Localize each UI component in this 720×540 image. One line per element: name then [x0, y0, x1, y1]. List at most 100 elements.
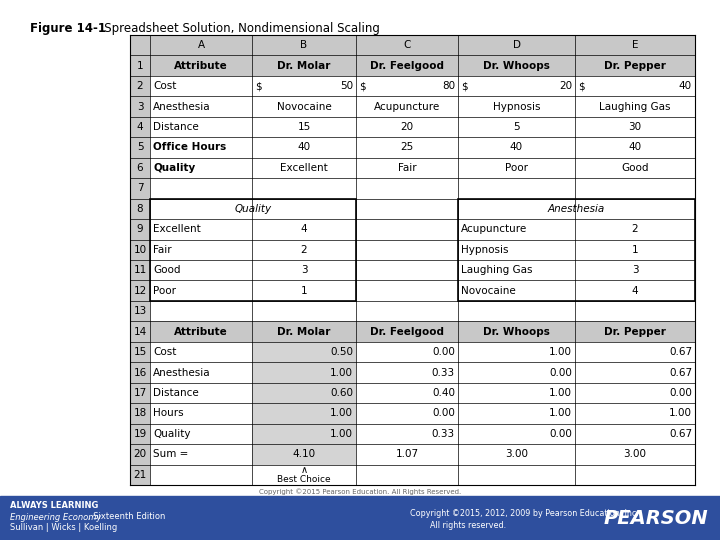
Text: , Sixteenth Edition: , Sixteenth Edition — [88, 512, 166, 522]
Text: 17: 17 — [133, 388, 147, 398]
Text: 12: 12 — [133, 286, 147, 296]
Text: Anesthesia: Anesthesia — [153, 102, 211, 112]
Bar — [130, 301, 150, 321]
Text: 0.00: 0.00 — [432, 408, 455, 418]
Bar — [130, 117, 150, 137]
Text: Distance: Distance — [153, 122, 199, 132]
Bar — [130, 137, 150, 158]
Text: 3: 3 — [301, 265, 307, 275]
Text: ∧: ∧ — [300, 465, 307, 475]
Text: 50: 50 — [340, 81, 353, 91]
Text: Dr. Whoops: Dr. Whoops — [483, 327, 550, 336]
Text: Excellent: Excellent — [153, 224, 201, 234]
Text: 1.00: 1.00 — [330, 429, 353, 439]
Text: 2: 2 — [631, 224, 639, 234]
Text: 4.10: 4.10 — [292, 449, 315, 460]
Text: Dr. Pepper: Dr. Pepper — [604, 60, 666, 71]
Text: 0.33: 0.33 — [432, 429, 455, 439]
Text: 40: 40 — [629, 143, 642, 152]
Text: 8: 8 — [137, 204, 143, 214]
Text: 1: 1 — [631, 245, 639, 255]
Text: 18: 18 — [133, 408, 147, 418]
Text: 15: 15 — [133, 347, 147, 357]
Text: 20: 20 — [559, 81, 572, 91]
Text: Dr. Feelgood: Dr. Feelgood — [370, 327, 444, 336]
Bar — [458, 199, 695, 301]
Bar — [252, 35, 356, 56]
Bar — [130, 158, 150, 178]
Text: $: $ — [255, 81, 261, 91]
Text: 21: 21 — [133, 470, 147, 480]
Bar — [356, 321, 458, 342]
Bar — [130, 219, 150, 240]
Text: Fair: Fair — [397, 163, 416, 173]
Text: Cost: Cost — [153, 81, 176, 91]
Bar — [150, 199, 356, 301]
Text: 5: 5 — [513, 122, 520, 132]
Text: Novocaine: Novocaine — [276, 102, 331, 112]
Text: 11: 11 — [133, 265, 147, 275]
Text: 2: 2 — [137, 81, 143, 91]
Bar — [252, 342, 356, 362]
Bar — [130, 260, 150, 280]
Text: Dr. Pepper: Dr. Pepper — [604, 327, 666, 336]
Text: 40: 40 — [510, 143, 523, 152]
Bar — [130, 383, 150, 403]
Text: Office Hours: Office Hours — [153, 143, 226, 152]
Text: 19: 19 — [133, 429, 147, 439]
Text: 1: 1 — [301, 286, 307, 296]
Bar — [356, 35, 458, 56]
Text: 1: 1 — [137, 60, 143, 71]
Bar — [252, 362, 356, 383]
Text: 25: 25 — [400, 143, 413, 152]
Text: 7: 7 — [137, 184, 143, 193]
Text: 14: 14 — [133, 327, 147, 336]
Bar — [130, 342, 150, 362]
Text: $: $ — [461, 81, 467, 91]
Bar — [252, 424, 356, 444]
Text: Dr. Molar: Dr. Molar — [277, 60, 330, 71]
Text: 5: 5 — [137, 143, 143, 152]
Bar — [458, 35, 575, 56]
Text: 1.00: 1.00 — [549, 347, 572, 357]
Bar — [575, 321, 695, 342]
Bar — [130, 403, 150, 424]
Bar — [458, 56, 575, 76]
Text: Sullivan | Wicks | Koelling: Sullivan | Wicks | Koelling — [10, 523, 117, 532]
Text: 0.67: 0.67 — [669, 347, 692, 357]
Text: 20: 20 — [400, 122, 413, 132]
Text: 0.50: 0.50 — [330, 347, 353, 357]
Text: $: $ — [359, 81, 366, 91]
Text: Hours: Hours — [153, 408, 184, 418]
Text: 40: 40 — [679, 81, 692, 91]
Text: All rights reserved.: All rights reserved. — [410, 521, 506, 530]
Text: C: C — [403, 40, 410, 50]
Text: 0.00: 0.00 — [669, 388, 692, 398]
Text: B: B — [300, 40, 307, 50]
Bar — [252, 444, 356, 464]
Text: Laughing Gas: Laughing Gas — [599, 102, 671, 112]
Text: Copyright ©2015 Pearson Education. All Rights Reserved.: Copyright ©2015 Pearson Education. All R… — [259, 489, 461, 495]
Text: 15: 15 — [297, 122, 310, 132]
Text: D: D — [513, 40, 521, 50]
Text: A: A — [197, 40, 204, 50]
Text: Distance: Distance — [153, 388, 199, 398]
Text: 3.00: 3.00 — [624, 449, 647, 460]
Bar — [356, 56, 458, 76]
Text: Quality: Quality — [235, 204, 271, 214]
Text: 4: 4 — [631, 286, 639, 296]
Text: 0.00: 0.00 — [432, 347, 455, 357]
Bar — [130, 96, 150, 117]
Text: 1.00: 1.00 — [669, 408, 692, 418]
Bar — [252, 403, 356, 424]
Text: Good: Good — [621, 163, 649, 173]
Text: Fair: Fair — [153, 245, 171, 255]
Text: Dr. Whoops: Dr. Whoops — [483, 60, 550, 71]
Text: ALWAYS LEARNING: ALWAYS LEARNING — [10, 501, 99, 510]
Bar — [130, 35, 695, 485]
Bar — [150, 35, 252, 56]
Text: Dr. Molar: Dr. Molar — [277, 327, 330, 336]
Text: Laughing Gas: Laughing Gas — [461, 265, 533, 275]
Bar — [150, 321, 252, 342]
Bar — [252, 383, 356, 403]
